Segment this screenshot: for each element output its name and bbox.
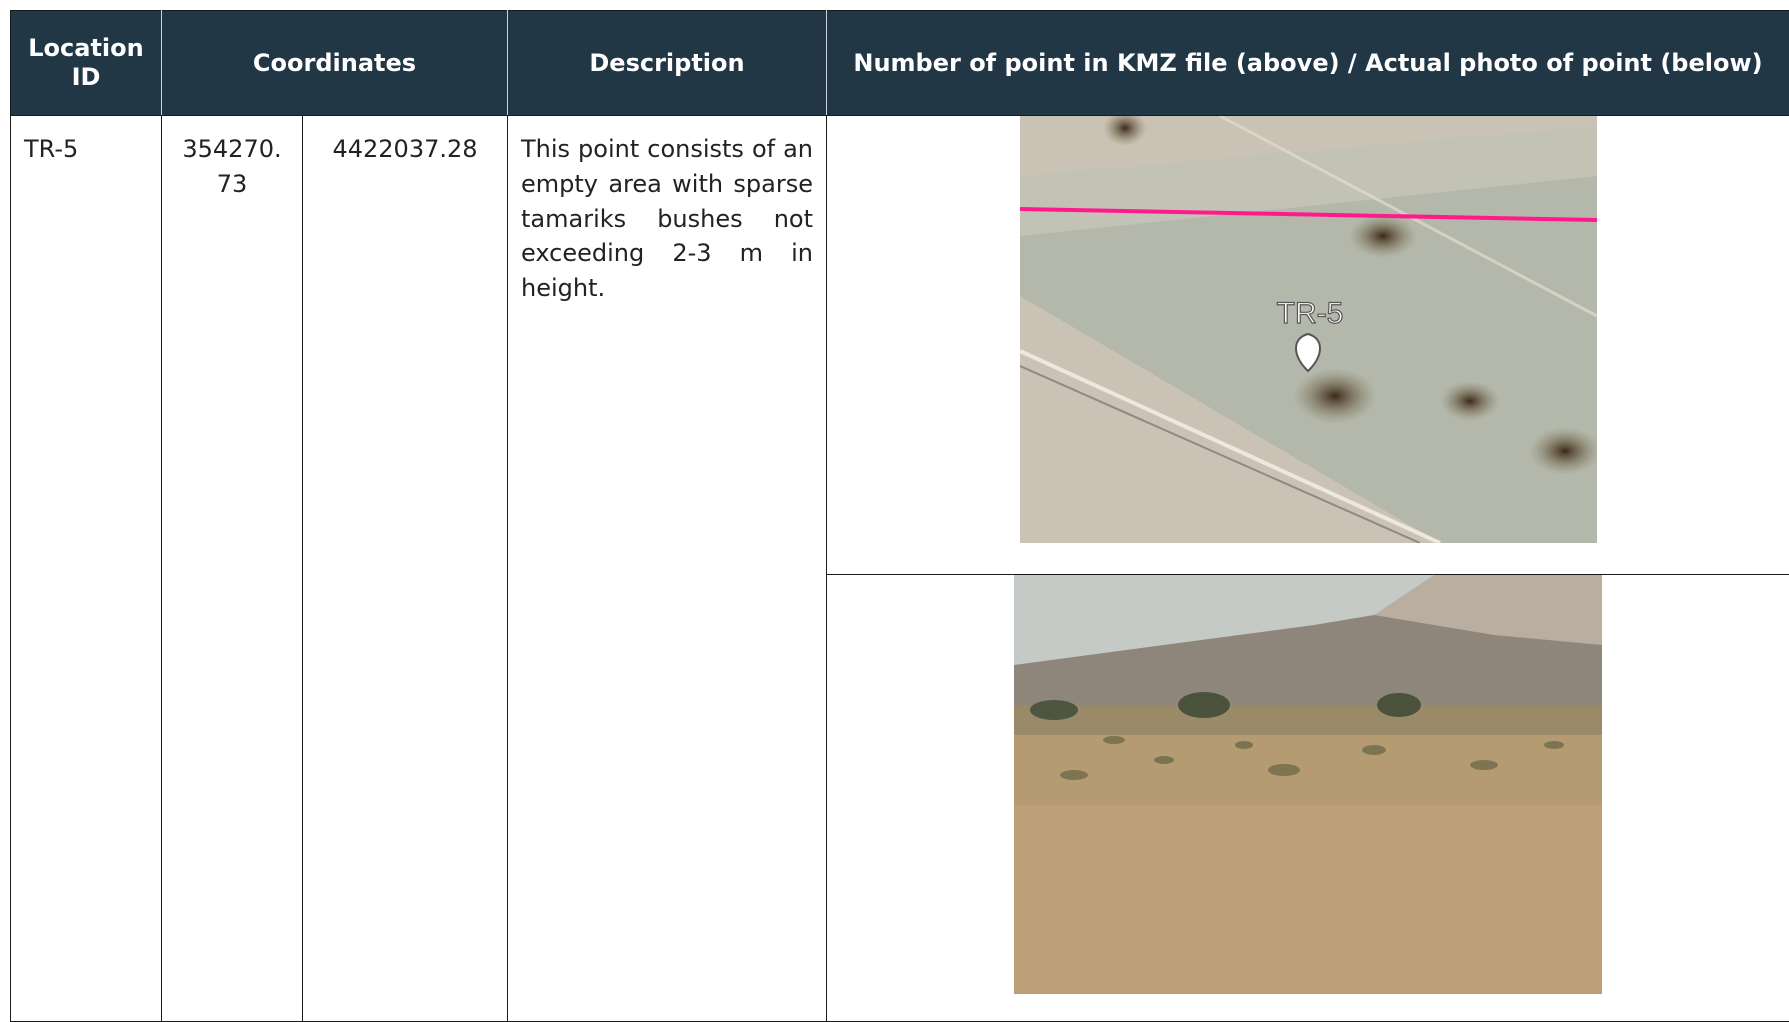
map-label: TR-5 (1276, 297, 1343, 330)
header-row: Location ID Coordinates Description Numb… (11, 11, 1789, 116)
coordinate-y: 4422037.28 (303, 116, 508, 1022)
body-row: TR-5 354270.73 4422037.28 This point con… (11, 116, 1789, 575)
header-cell: Number of point in KMZ file (above) / Ac… (827, 11, 1789, 116)
description: This point consists of an empty area wit… (508, 116, 827, 1022)
header-cell: Location ID (11, 11, 162, 116)
map-cell: TR-5 (827, 116, 1789, 575)
site-photo (1014, 575, 1602, 994)
location-id: TR-5 (11, 116, 162, 1022)
photo-cell (827, 575, 1789, 1022)
header-cell: Coordinates (162, 11, 508, 116)
coordinate-x: 354270.73 (162, 116, 303, 1022)
point-table: Location ID Coordinates Description Numb… (10, 10, 1789, 1022)
header-cell: Description (508, 11, 827, 116)
satellite-map: TR-5 (1020, 116, 1597, 543)
